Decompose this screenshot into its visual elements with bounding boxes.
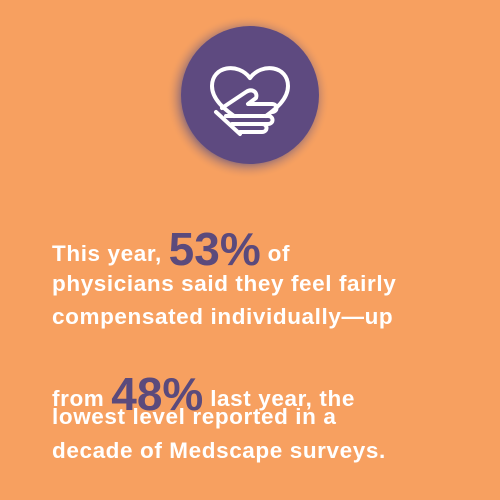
text-line: decade of Medscape surveys. [52, 438, 386, 463]
text-line: from 48% last year, the [52, 371, 355, 417]
text: of [267, 241, 291, 266]
stat-highlight: 53% [168, 223, 261, 275]
text: This year, [52, 241, 162, 266]
text-line: lowest level reported in a [52, 404, 337, 429]
text-line: compensated individually—up [52, 304, 394, 329]
badge-circle [181, 26, 319, 164]
text: last year, the [210, 386, 355, 411]
heart-hands-icon [210, 66, 290, 136]
text-line: physicians said they feel fairly [52, 271, 397, 296]
badge [166, 15, 330, 179]
text: from [52, 386, 105, 411]
stat-highlight: 48% [111, 368, 204, 420]
text-line: This year, 53% of [52, 226, 290, 272]
